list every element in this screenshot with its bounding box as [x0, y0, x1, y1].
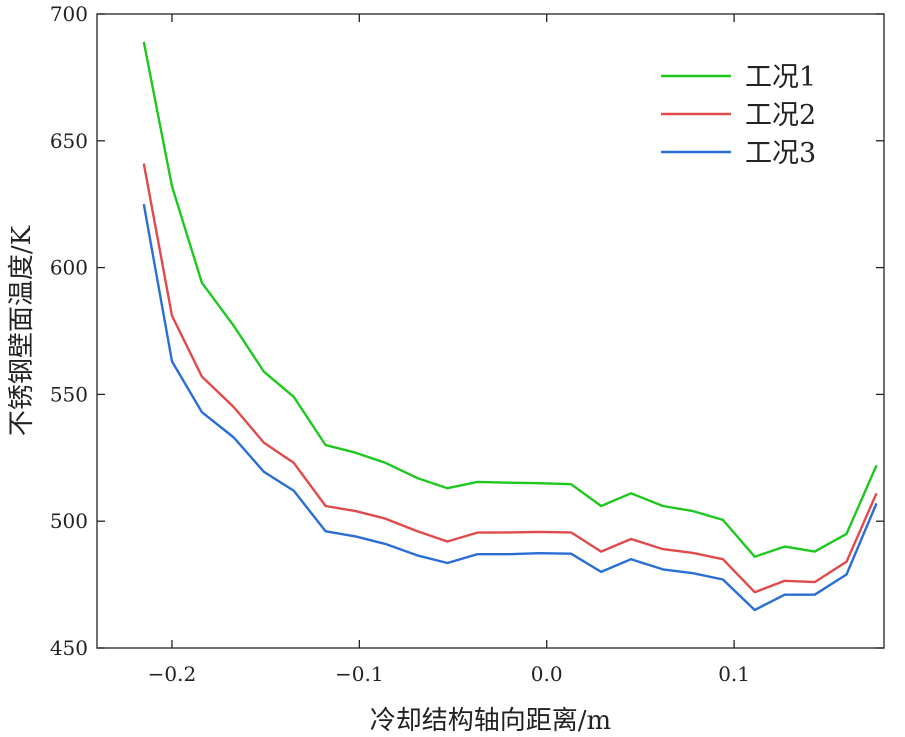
- x-axis-title: 冷却结构轴向距离/m: [370, 706, 611, 736]
- y-tick-label: 600: [50, 256, 88, 280]
- y-tick-label: 650: [50, 129, 88, 153]
- legend: 工况1 工况2 工况3: [661, 62, 816, 169]
- y-tick-label: 500: [50, 509, 88, 533]
- x-tick-label: −0.2: [148, 662, 197, 686]
- legend-label-3: 工况3: [745, 138, 816, 169]
- x-tick-label: −0.1: [335, 662, 384, 686]
- axis-ticks: −0.2 −0.1 0.0 0.1 450 500 550 600 650 700: [50, 2, 884, 686]
- legend-label-2: 工况2: [745, 100, 816, 131]
- x-tick-label: 0.1: [718, 662, 750, 686]
- y-tick-label: 450: [50, 636, 88, 660]
- series-line-1: [142, 41, 878, 558]
- series-line-2: [142, 163, 878, 594]
- legend-label-1: 工况1: [745, 62, 816, 93]
- y-axis-title: 不锈钢壁面温度/K: [7, 225, 37, 436]
- plot-frame: [96, 13, 885, 649]
- series-line-3: [142, 203, 878, 612]
- y-tick-label: 700: [50, 2, 88, 26]
- y-tick-label: 550: [50, 382, 88, 406]
- series-lines: [142, 41, 878, 612]
- x-tick-label: 0.0: [531, 662, 563, 686]
